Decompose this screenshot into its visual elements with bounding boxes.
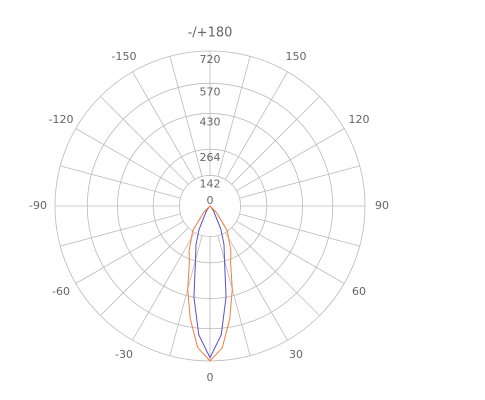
ring (179, 175, 241, 237)
angle-tick-label: 150 (286, 50, 307, 63)
angle-tick-label: -/+180 (188, 26, 233, 41)
r-tick-label: 264 (200, 151, 221, 164)
r-tick-label: 430 (200, 115, 221, 128)
intensity-curve (187, 205, 233, 362)
r-tick-label: 570 (200, 85, 221, 98)
angle-tick-label: 120 (348, 113, 369, 126)
angle-tick-label: -120 (49, 113, 74, 126)
r-tick-label: 720 (200, 53, 221, 66)
intensity-curve (193, 205, 227, 359)
ring (152, 148, 268, 264)
angle-tick-label: 0 (207, 371, 214, 384)
ring (86, 82, 334, 330)
r-tick-label: 142 (200, 177, 221, 190)
angle-tick-label: 90 (375, 199, 389, 212)
angle-tick-label: -30 (115, 348, 133, 361)
angle-tick-label: 60 (352, 285, 366, 298)
angle-tick-label: -60 (52, 285, 70, 298)
angle-tick-label: 30 (289, 348, 303, 361)
ring (117, 113, 303, 299)
r-tick-label: 0 (207, 194, 214, 207)
angle-tick-label: -90 (29, 199, 47, 212)
angle-tick-label: -150 (112, 50, 137, 63)
